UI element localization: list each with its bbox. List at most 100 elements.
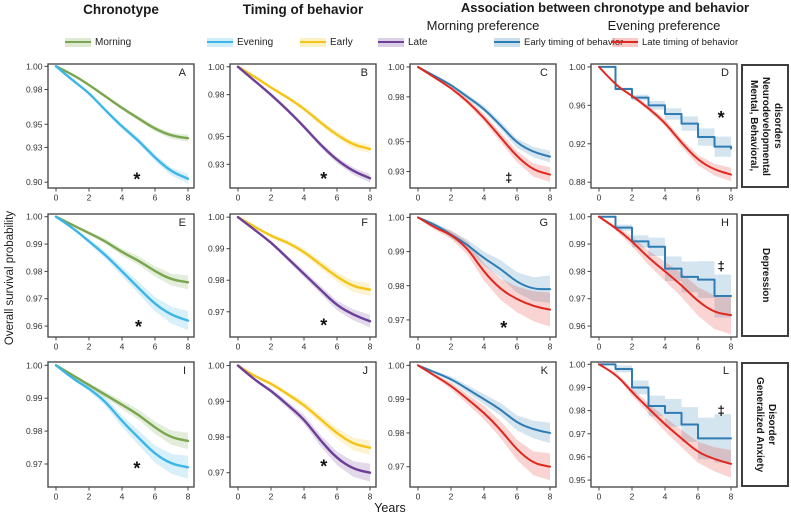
significance-marker: *	[135, 317, 142, 337]
y-tick-label: 0.97	[388, 315, 405, 325]
y-tick-label: 0.97	[26, 294, 43, 304]
y-tick-label: 0.95	[208, 131, 225, 141]
legend-line-late-timing-of-behavior	[612, 40, 638, 44]
x-tick-label: 4	[663, 342, 668, 352]
y-tick-label: 1.00	[569, 359, 586, 369]
plot-frame	[590, 213, 738, 338]
legend-swatch-late-timing-of-behavior	[612, 37, 638, 47]
x-tick-label: 2	[630, 193, 635, 203]
significance-marker: ‡	[717, 258, 724, 273]
y-tick-label: 0.97	[569, 294, 586, 304]
plot-frame	[47, 63, 195, 189]
x-tick-label: 4	[302, 342, 307, 352]
panel-B: 1.00 0.98 0.95 0.93 0 2 4 6 8 B *	[208, 62, 377, 203]
legend-line-early-timing-of-behavior	[494, 40, 520, 44]
curve-early	[236, 215, 372, 291]
y-tick-label: 0.98	[208, 432, 225, 442]
panel-K: 1.00 0.99 0.98 0.97 0 2 4 6 8 K	[388, 360, 557, 502]
curve-evening	[54, 215, 190, 322]
y-tick-label: 0.93	[388, 167, 405, 177]
x-tick-label: 4	[482, 342, 487, 352]
curve-late-timing-of-behavior	[417, 364, 551, 468]
x-tick-label: 0	[236, 492, 241, 502]
legend-item-late-timing-of-behavior: Late timing of behavior	[612, 36, 738, 48]
curve-morning	[54, 215, 190, 284]
legend-swatch-early	[300, 37, 326, 47]
significance-marker: *	[320, 169, 327, 189]
curve-late	[236, 364, 372, 474]
x-tick-label: 2	[630, 342, 635, 352]
x-tick-label: 8	[548, 342, 553, 352]
legend-swatch-early-timing-of-behavior	[494, 37, 520, 47]
curve-early	[236, 65, 372, 151]
panel-D: 1.00 0.96 0.92 0.88 0 2 4 6 8 D *	[569, 62, 738, 203]
y-tick-label: 1.00	[26, 212, 43, 222]
y-tick-label: 0.98	[26, 266, 43, 276]
x-tick-label: 6	[153, 342, 158, 352]
column-title-chronotype: Chronotype	[83, 2, 159, 17]
x-tick-label: 2	[449, 492, 454, 502]
confidence-band-late	[238, 365, 370, 482]
legend-label: Late timing of behavior	[642, 36, 739, 48]
column-title-association: Association between chronotype and behav…	[460, 0, 750, 15]
y-tick-label: 0.90	[26, 177, 43, 187]
y-tick-label: 0.97	[388, 462, 405, 472]
y-tick-label: 0.98	[388, 428, 405, 438]
y-tick-label: 0.98	[388, 92, 405, 102]
y-tick-label: 0.97	[26, 459, 43, 469]
legend-line-late	[378, 40, 404, 44]
plot-frame	[590, 361, 738, 488]
legend-item-late: Late	[378, 36, 427, 48]
y-tick-label: 1.00	[388, 212, 405, 222]
y-tick-label: 0.99	[26, 239, 43, 249]
panel-letter-A: A	[179, 67, 187, 79]
y-tick-label: 0.99	[569, 239, 586, 249]
confidence-band-late-timing-of-behavior	[599, 216, 731, 335]
confidence-band-late-timing-of-behavior	[418, 67, 550, 182]
y-tick-label: 0.88	[569, 177, 586, 187]
curve-early-timing-of-behavior	[417, 364, 551, 434]
plot-frame	[47, 213, 195, 338]
x-tick-label: 2	[269, 193, 274, 203]
x-tick-label: 6	[515, 193, 520, 203]
x-tick-label: 8	[186, 342, 191, 352]
plot-frame	[229, 361, 377, 488]
y-tick-label: 0.93	[208, 159, 225, 169]
x-tick-label: 8	[729, 492, 734, 502]
significance-marker: *	[133, 458, 140, 478]
panel-letter-I: I	[183, 365, 186, 377]
y-tick-label: 0.99	[388, 247, 405, 257]
panel-letter-H: H	[721, 217, 729, 229]
curve-late-timing-of-behavior	[417, 216, 551, 311]
plot-frame	[590, 63, 738, 189]
x-axis-label: Years	[374, 501, 406, 515]
x-tick-label: 4	[663, 193, 668, 203]
legend-item-early-timing-of-behavior: Early timing of behavior	[494, 36, 623, 48]
panel-C: 1.00 0.98 0.95 0.93 0 2 4 6 8 C ‡	[388, 62, 557, 203]
x-tick-label: 8	[368, 193, 373, 203]
confidence-band-evening	[56, 216, 188, 331]
x-tick-label: 6	[696, 492, 701, 502]
curve-early-timing-of-behavior	[598, 65, 732, 150]
plot-frame	[409, 361, 557, 488]
x-tick-label: 4	[663, 492, 668, 502]
x-tick-label: 6	[515, 492, 520, 502]
y-tick-label: 0.98	[208, 275, 225, 285]
significance-marker: *	[718, 108, 725, 128]
y-tick-label: 1.00	[26, 61, 43, 71]
y-tick-label: 0.98	[569, 266, 586, 276]
y-tick-label: 0.99	[208, 396, 225, 406]
x-tick-label: 6	[696, 342, 701, 352]
y-tick-label: 0.99	[569, 382, 586, 392]
significance-marker: ‡	[717, 403, 724, 418]
x-tick-label: 6	[335, 342, 340, 352]
x-tick-label: 4	[482, 193, 487, 203]
x-tick-label: 4	[302, 492, 307, 502]
x-tick-label: 2	[87, 492, 92, 502]
y-tick-label: 1.00	[26, 360, 43, 370]
x-tick-label: 8	[729, 193, 734, 203]
y-tick-label: 1.00	[569, 212, 586, 222]
legend-item-early: Early	[300, 36, 353, 48]
curve-late-timing-of-behavior	[417, 65, 551, 176]
